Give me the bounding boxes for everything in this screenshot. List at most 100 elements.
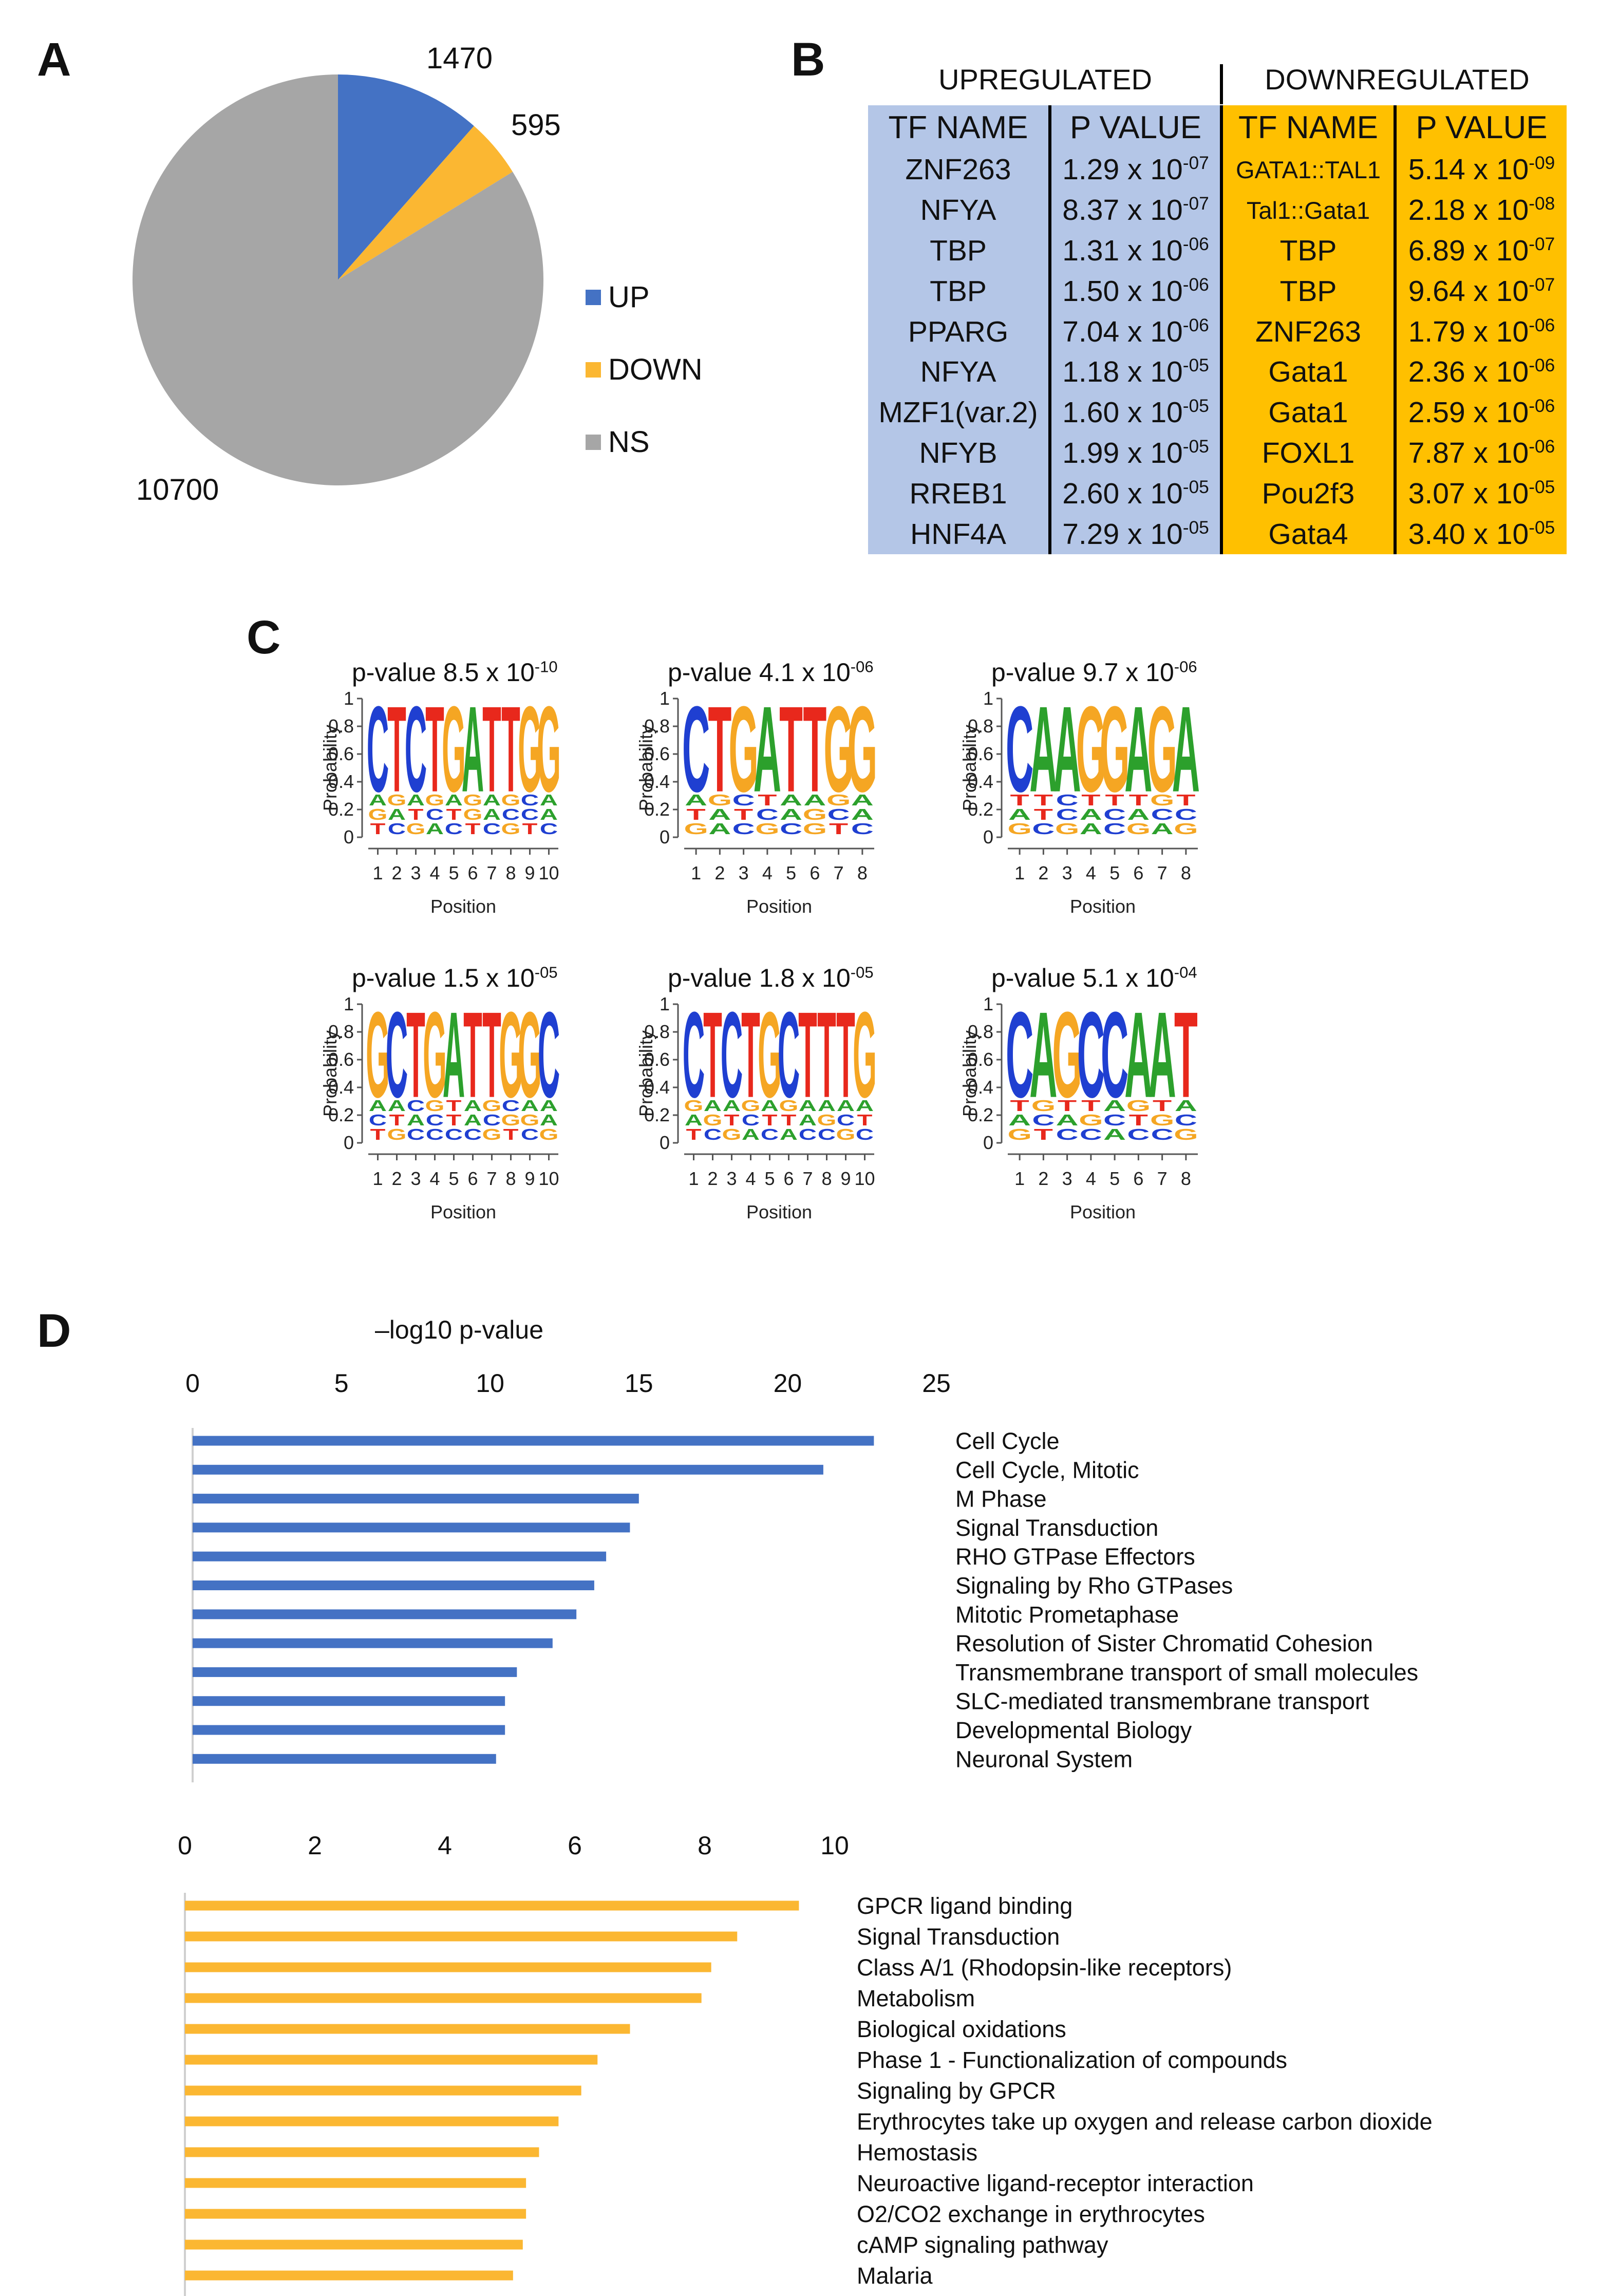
p-value-exponent: -07: [1182, 153, 1209, 174]
tf-table-row: RREB1 2.60 x 10-05 Pou2f3 3.07 x 10-05: [868, 473, 1567, 514]
motif-letter-A: A: [1008, 806, 1031, 823]
motif-letter-G: G: [755, 820, 779, 838]
category-label: Cell Cycle, Mitotic: [955, 1457, 1139, 1483]
tf-name-down: Gata4: [1221, 514, 1397, 554]
motif-letter-C: C: [682, 688, 710, 818]
tf-name-up: TBP: [868, 230, 1051, 271]
bar: [193, 1696, 505, 1706]
motif-letter-A: A: [1029, 994, 1057, 1123]
motif-letter-C: C: [1056, 806, 1079, 823]
motif-letter-G: G: [1100, 688, 1130, 818]
x-tick-label: 7: [802, 1168, 813, 1189]
motif-letter-A: A: [1149, 994, 1176, 1123]
motif-logo: p-value 4.1 x 10-06 0 0.2 0.4 0.6 0.8 1 Probabi…: [591, 657, 878, 945]
tf-name-up: NFYA: [868, 351, 1051, 392]
motif-letter-G: G: [425, 1097, 445, 1115]
motif-letter-A: A: [851, 792, 874, 809]
motif-letter-A: A: [851, 806, 874, 823]
x-tick-label: 1: [372, 862, 383, 883]
x-tick-label: 3: [726, 1168, 737, 1189]
motif-letter-G: G: [817, 1111, 837, 1129]
motif-pvalue: p-value 1.5 x 10-05: [352, 963, 558, 993]
tf-table-row: TBP 1.31 x 10-06 TBP 6.89 x 10-07: [868, 230, 1567, 271]
motif-letter-A: A: [521, 1097, 539, 1115]
tf-name-up-text: ZNF263: [905, 153, 1011, 186]
bar: [193, 1580, 594, 1590]
motif-letter-G: G: [1052, 994, 1082, 1123]
tf-name-down-text: ZNF263: [1255, 315, 1361, 348]
legend-item-ns: NS: [586, 425, 703, 459]
y-tick-label: 1: [344, 688, 354, 709]
motif-letter-T: T: [370, 1125, 386, 1143]
tf-table-row: HNF4A 7.29 x 10-05 Gata4 3.40 x 10-05: [868, 514, 1567, 554]
category-label: RHO GTPase Effectors: [955, 1544, 1195, 1570]
motif-letter-T: T: [406, 994, 425, 1123]
tf-name-up-text: RREB1: [909, 477, 1007, 510]
p-value-exponent: -05: [1529, 477, 1555, 497]
motif-letter-T: T: [1105, 792, 1124, 809]
motif-letter-C: C: [1056, 792, 1079, 809]
x-axis-label: Position: [746, 1201, 812, 1222]
y-axis-label: Probability: [319, 1030, 341, 1117]
motif-pvalue-exponent: -04: [1174, 963, 1197, 982]
motif-letter-C: C: [388, 820, 406, 838]
legend-label-up: UP: [608, 280, 650, 314]
motif-letter-G: G: [1007, 820, 1031, 838]
motif-letter-A: A: [742, 1125, 760, 1143]
motif-letter-G: G: [758, 994, 782, 1123]
y-tick-label: 0.6: [644, 743, 670, 764]
motif-letter-G: G: [499, 994, 523, 1123]
motif-letter-T: T: [781, 1111, 797, 1129]
motif-letter-T: T: [803, 688, 826, 818]
category-label: Signaling by GPCR: [857, 2078, 1056, 2104]
motif-letter-G: G: [803, 820, 827, 838]
p-value-exponent: -05: [1182, 396, 1209, 417]
motif-letter-G: G: [518, 994, 542, 1123]
tf-name-up: HNF4A: [868, 514, 1051, 554]
y-axis-label: Probability: [635, 1030, 656, 1117]
motif-letter-G: G: [826, 792, 851, 809]
motif-letter-G: G: [1174, 1126, 1198, 1143]
category-label: Resolution of Sister Chromatid Cohesion: [955, 1630, 1373, 1657]
motif-letter-C: C: [756, 806, 779, 823]
x-tick-label: 4: [1086, 1168, 1096, 1189]
p-value-up-text: 1.50 x 10: [1062, 274, 1183, 308]
x-tick-label: 9: [524, 862, 535, 883]
p-value-up: 1.29 x 10-07: [1050, 149, 1223, 190]
motif-letter-T: T: [1081, 1097, 1100, 1115]
motif-letter-T: T: [387, 688, 406, 817]
downregulated-header: DOWNREGULATED: [1265, 63, 1530, 96]
x-tick-label: 2: [391, 1168, 402, 1189]
motif-letter-T: T: [734, 806, 753, 823]
p-value-exponent: -06: [1529, 315, 1555, 335]
y-tick-label: 1: [983, 994, 993, 1014]
motif-letter-T: T: [1176, 792, 1195, 809]
bar: [193, 1609, 577, 1620]
motif-letter-T: T: [408, 805, 424, 823]
p-value-exponent: -06: [1529, 436, 1555, 457]
motif-letter-A: A: [837, 1097, 855, 1115]
motif-pvalue: p-value 4.1 x 10-06: [668, 657, 874, 687]
motif-letter-T: T: [1058, 1097, 1077, 1115]
tf-name-down: ZNF263: [1221, 311, 1397, 352]
p-value-exponent: -06: [1182, 234, 1209, 254]
y-tick-label: 0.6: [328, 743, 354, 764]
x-tick-label: 2: [1038, 1168, 1048, 1189]
motif-letter-A: A: [445, 791, 463, 809]
motif-pvalue-text: p-value 9.7 x 10: [991, 658, 1174, 687]
tf-table-row: NFYA 8.37 x 10-07 Tal1::Gata1 2.18 x 10-08: [868, 190, 1567, 231]
p-value-up: 2.60 x 10-05: [1050, 473, 1223, 514]
p-value-down: 2.18 x 10-08: [1395, 190, 1567, 231]
p-value-down: 5.14 x 10-09: [1395, 149, 1567, 190]
x-tick-label: 6: [1133, 862, 1143, 883]
motif-letter-C: C: [540, 820, 558, 838]
category-label: Hemostasis: [857, 2139, 977, 2166]
motif-letter-G: G: [848, 688, 877, 818]
motif-letter-T: T: [503, 1125, 519, 1143]
motif-pvalue-text: p-value 1.5 x 10: [352, 964, 535, 992]
motif-letter-C: C: [1056, 1126, 1079, 1143]
p-value-exponent: -05: [1182, 436, 1209, 457]
p-value-down: 6.89 x 10-07: [1395, 230, 1567, 271]
motif-letter-A: A: [723, 1097, 741, 1115]
